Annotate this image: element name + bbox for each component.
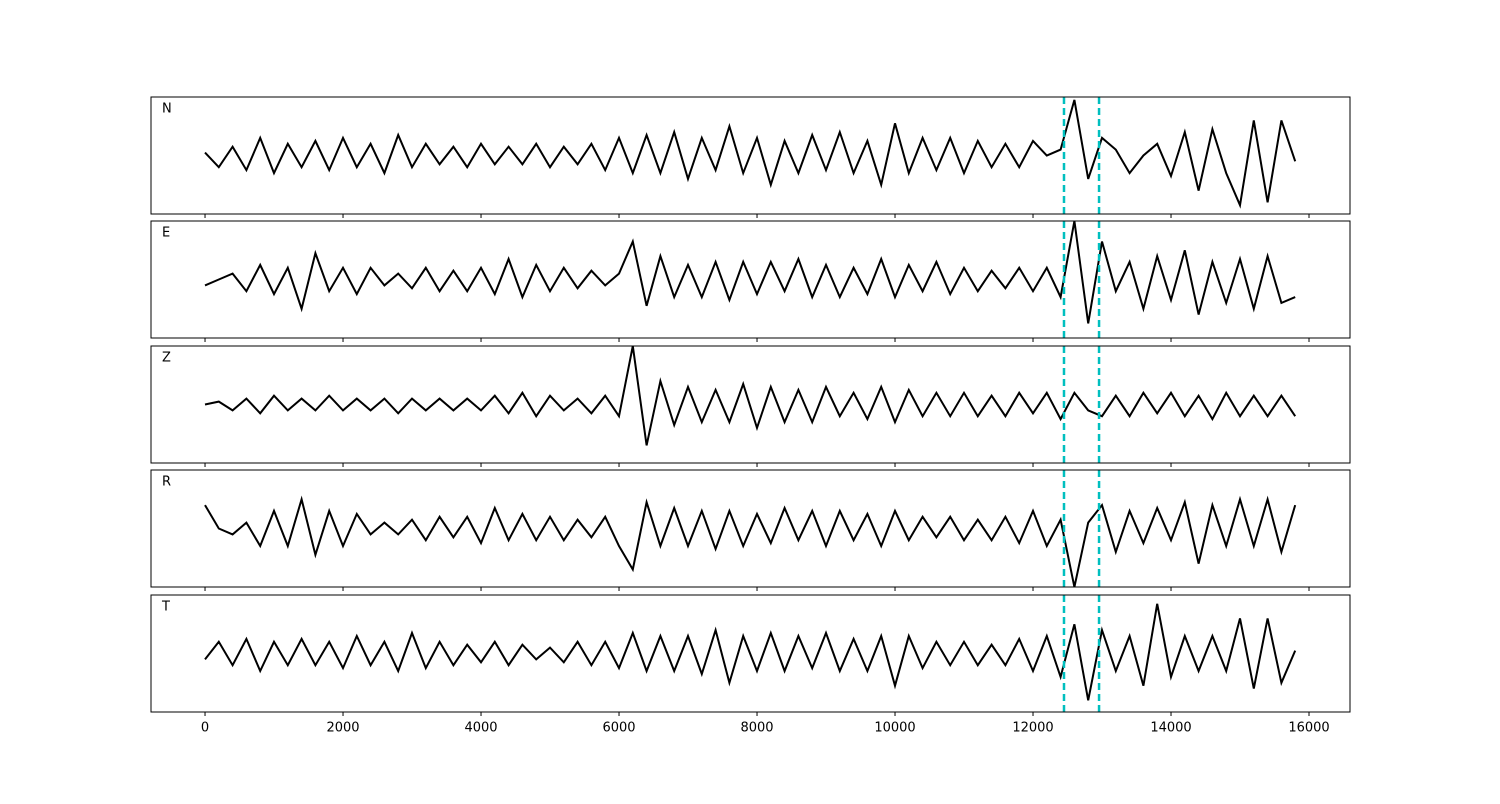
- x-tick-label: 2000: [326, 721, 359, 736]
- panel-label: E: [162, 226, 170, 241]
- x-tick-label: 16000: [1288, 721, 1329, 736]
- waveform: [204, 346, 1297, 446]
- waveform: [204, 603, 1297, 701]
- waveform: [204, 221, 1296, 324]
- axes-frame: [150, 594, 1351, 713]
- x-tick-label: 8000: [740, 721, 773, 736]
- x-tick-label: 0: [201, 721, 209, 736]
- panel-label: T: [161, 600, 170, 615]
- panel-label: N: [162, 102, 172, 117]
- axes-frame: [150, 345, 1351, 464]
- x-tick-label: 4000: [464, 721, 497, 736]
- panel-label: Z: [162, 351, 171, 366]
- x-tick-label: 6000: [602, 721, 635, 736]
- panel-label: R: [162, 475, 171, 490]
- x-tick-label: 14000: [1150, 721, 1191, 736]
- waveform: [204, 99, 1297, 209]
- axes-frame: [150, 96, 1351, 215]
- axes-frame: [150, 469, 1351, 588]
- axes-frame: [150, 220, 1351, 339]
- waveform: [204, 495, 1297, 587]
- x-tick-label: 12000: [1012, 721, 1053, 736]
- x-tick-label: 10000: [874, 721, 915, 736]
